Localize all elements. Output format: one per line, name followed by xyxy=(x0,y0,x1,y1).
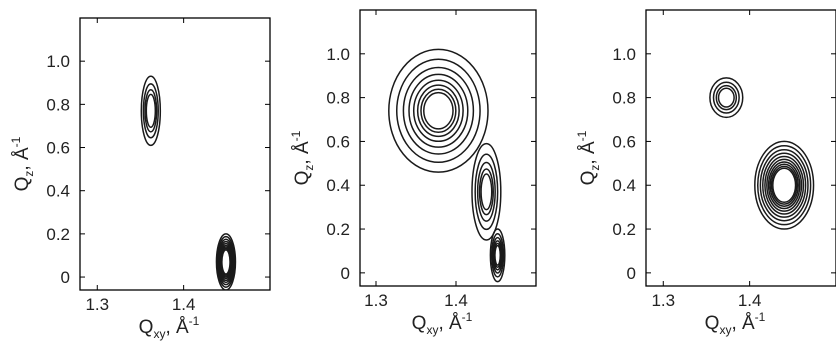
contour-level xyxy=(144,89,158,133)
contour-peak xyxy=(489,228,506,283)
y-tick-label: 0.6 xyxy=(612,132,636,151)
y-tick-label: 0 xyxy=(61,268,70,287)
contour-peak xyxy=(215,233,237,290)
x-tick-label: 1.3 xyxy=(651,291,675,310)
plot-frame xyxy=(359,9,537,287)
contour-level xyxy=(221,249,231,275)
contour-level xyxy=(769,163,799,207)
contour-level xyxy=(764,155,805,215)
y-tick-label: 0.2 xyxy=(612,220,636,239)
x-tick-label: 1.4 xyxy=(738,291,762,310)
contour-level xyxy=(402,66,475,155)
y-tick-label: 0 xyxy=(341,264,350,283)
contour-level xyxy=(471,142,502,241)
contour-level xyxy=(754,140,815,230)
contour-level xyxy=(766,158,803,212)
contour-level xyxy=(759,149,809,222)
x-axis-label: Qxy, Å-1 xyxy=(705,310,766,337)
contour-level xyxy=(412,79,464,143)
contour-level xyxy=(712,81,740,114)
y-tick-label: 1.0 xyxy=(612,45,636,64)
y-tick-label: 0.4 xyxy=(326,176,350,195)
x-tick-label: 1.3 xyxy=(364,291,388,310)
y-axis-label: Qz, Å-1 xyxy=(9,136,36,191)
y-tick-label: 0.8 xyxy=(612,89,636,108)
contour-level xyxy=(423,91,454,130)
y-tick-label: 0.2 xyxy=(46,225,70,244)
y-tick-label: 1.0 xyxy=(326,45,350,64)
x-tick-label: 1.4 xyxy=(444,291,468,310)
y-tick-label: 0.2 xyxy=(326,220,350,239)
contour-peak xyxy=(754,140,815,230)
x-tick-label: 1.4 xyxy=(172,295,196,314)
contour-peak xyxy=(471,142,502,241)
contour-level xyxy=(715,84,738,111)
contour-level xyxy=(480,173,493,211)
y-tick-label: 0.4 xyxy=(612,176,636,195)
contour-level xyxy=(420,88,457,134)
contour-level xyxy=(478,168,494,216)
contour-level xyxy=(770,165,798,205)
y-tick-label: 1.0 xyxy=(46,52,70,71)
contour-level xyxy=(140,75,162,147)
y-tick-label: 0.8 xyxy=(46,95,70,114)
contour-level xyxy=(142,83,159,139)
y-tick-label: 0.4 xyxy=(46,182,70,201)
y-tick-label: 0.8 xyxy=(326,89,350,108)
x-tick-label: 1.3 xyxy=(85,295,109,314)
contour-level xyxy=(757,145,812,226)
contour-level xyxy=(416,84,460,138)
y-tick-label: 0.6 xyxy=(46,139,70,158)
contour-level xyxy=(145,93,157,128)
y-axis-label: Qz, Å-1 xyxy=(289,130,316,185)
contour-level xyxy=(762,152,807,218)
plot-frame xyxy=(645,9,836,287)
x-axis-label: Qxy, Å-1 xyxy=(139,314,200,341)
contour-level xyxy=(709,77,744,119)
contour-level xyxy=(490,233,505,278)
contour-level xyxy=(217,238,235,286)
y-tick-label: 0.6 xyxy=(326,132,350,151)
contour-level xyxy=(408,73,469,148)
contour-level xyxy=(489,228,506,283)
contour-level xyxy=(772,167,797,203)
x-axis-label: Qxy, Å-1 xyxy=(412,310,473,337)
contour-peak xyxy=(388,48,489,173)
contour-level xyxy=(216,235,236,288)
contour-level xyxy=(395,58,481,164)
contour-level xyxy=(474,153,499,231)
contour-level xyxy=(494,244,502,266)
plot-frame xyxy=(79,17,271,291)
contour-peak xyxy=(709,77,744,119)
contour-level xyxy=(215,233,237,290)
y-axis-label: Qz, Å-1 xyxy=(575,130,602,185)
contour-peak xyxy=(140,75,162,147)
y-tick-label: 0 xyxy=(627,264,636,283)
contour-level xyxy=(492,236,504,274)
contour-level xyxy=(476,161,496,222)
contour-level xyxy=(717,87,735,108)
contour-level xyxy=(767,161,801,210)
contour-level xyxy=(388,48,489,173)
